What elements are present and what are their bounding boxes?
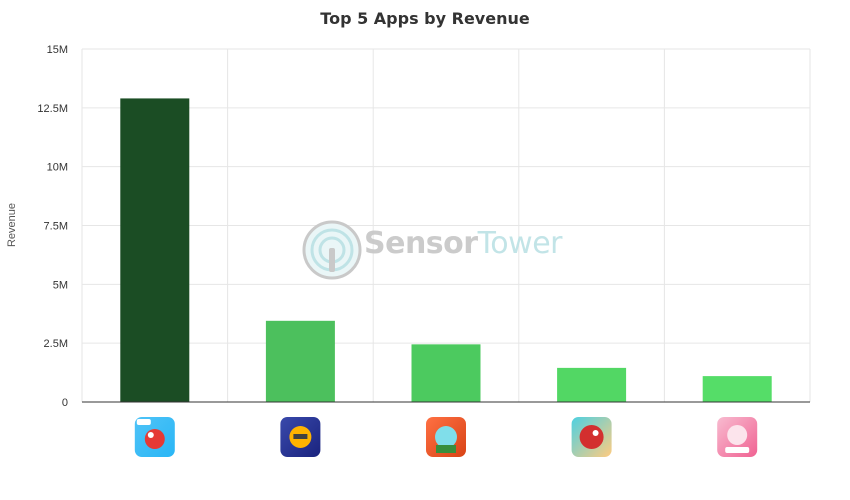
dragon-puzzle-game-icon — [134, 417, 175, 457]
y-tick-label: 7.5M — [44, 221, 68, 233]
bar-app-5 — [702, 376, 772, 402]
y-tick-label: 0 — [62, 397, 68, 409]
anime-girl-game-icon — [717, 417, 758, 457]
bar-app-4 — [557, 367, 627, 402]
armored-warrior-game-icon — [280, 417, 321, 457]
y-tick-label: 15M — [47, 44, 68, 56]
watermark-brand-tower: Tower — [477, 226, 563, 261]
chart-title: Top 5 Apps by Revenue — [320, 9, 530, 28]
bar-app-3 — [411, 344, 481, 402]
bar-app-1 — [120, 98, 190, 403]
sensortower-watermark: SensorTower — [300, 218, 563, 282]
y-tick-label: 10M — [47, 162, 68, 174]
cartoon-hero-game-icon — [426, 417, 466, 457]
watermark-brand-sensor: Sensor — [364, 226, 478, 261]
y-tick-label: 5M — [53, 279, 68, 291]
y-tick-label: 12.5M — [37, 103, 68, 115]
bar-app-2 — [265, 320, 335, 402]
red-dinosaur-game-icon — [571, 417, 612, 457]
sensortower-logo-icon — [302, 220, 362, 280]
y-tick-label: 2.5M — [44, 338, 68, 350]
